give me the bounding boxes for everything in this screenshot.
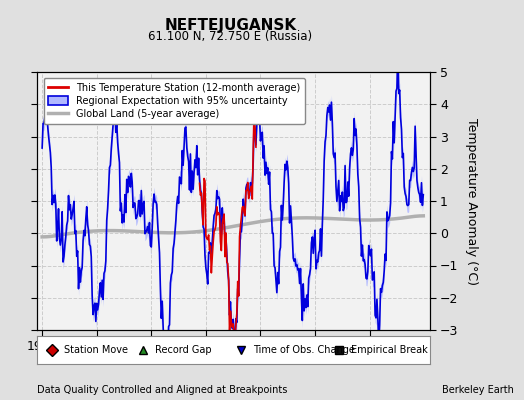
Text: Data Quality Controlled and Aligned at Breakpoints: Data Quality Controlled and Aligned at B… xyxy=(37,385,287,395)
Text: Berkeley Earth: Berkeley Earth xyxy=(442,385,514,395)
Legend: This Temperature Station (12-month average), Regional Expectation with 95% uncer: This Temperature Station (12-month avera… xyxy=(43,78,304,124)
Text: 61.100 N, 72.750 E (Russia): 61.100 N, 72.750 E (Russia) xyxy=(148,30,313,43)
Text: Time of Obs. Change: Time of Obs. Change xyxy=(253,345,355,355)
Text: Empirical Break: Empirical Break xyxy=(351,345,428,355)
Text: Record Gap: Record Gap xyxy=(155,345,211,355)
Y-axis label: Temperature Anomaly (°C): Temperature Anomaly (°C) xyxy=(465,118,478,284)
Text: NEFTEJUGANSK: NEFTEJUGANSK xyxy=(165,18,297,33)
Text: Station Move: Station Move xyxy=(64,345,128,355)
